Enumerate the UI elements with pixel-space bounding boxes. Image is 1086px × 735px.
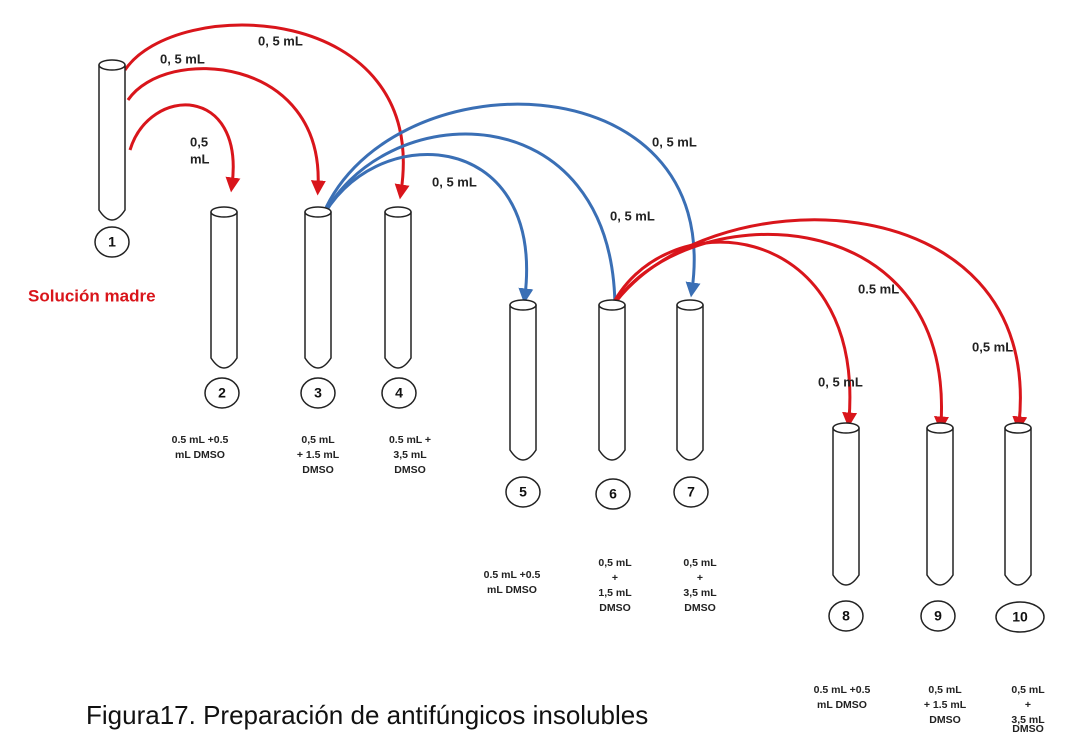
arrow-label: 0, 5 mL — [610, 208, 655, 223]
arrow — [318, 132, 623, 318]
tube-number: 9 — [934, 608, 942, 624]
arrow-label: 0, 5 mL — [818, 374, 863, 389]
tube-contents: + 1.5 mL — [297, 449, 340, 461]
tube-contents: + — [697, 572, 703, 584]
tube-number-circle — [995, 601, 1045, 633]
tube-number-circle — [204, 377, 240, 409]
tube-contents: 0,5 mL — [301, 434, 335, 446]
tube-contents: 3,5 mL — [393, 449, 427, 461]
tube-contents: DMSO — [684, 602, 716, 614]
tube-number-circle — [381, 377, 417, 409]
arrow — [126, 67, 326, 196]
tube-contents: + — [612, 572, 618, 584]
tube-number: 7 — [687, 484, 695, 500]
tube-number: 10 — [1012, 609, 1028, 625]
arrow-label: 0, 5 mL — [652, 134, 697, 149]
tube-number: 1 — [108, 234, 116, 250]
tube-number: 6 — [609, 486, 617, 502]
tube-mouth — [832, 422, 860, 434]
tube-contents: + 1.5 mL — [924, 699, 967, 711]
tube-contents: 3,5 mL — [683, 587, 717, 599]
tube-number-circle — [828, 600, 864, 632]
tube-number-circle — [505, 476, 541, 508]
tube-number: 4 — [395, 385, 403, 401]
tube-contents: 0.5 mL + — [389, 434, 431, 446]
tube-mouth — [384, 206, 412, 218]
tube-contents: DMSO — [1012, 723, 1044, 735]
tube-mouth — [98, 59, 126, 71]
tube — [384, 212, 412, 369]
arrow-label: 0, 5 mL — [258, 33, 303, 48]
tube-contents: 0,5 mL — [1011, 684, 1045, 696]
arrow — [318, 102, 701, 298]
tube-contents: 0,5 mL — [598, 557, 632, 569]
tube — [210, 212, 238, 369]
tube-contents: 0.5 mL +0.5 — [814, 684, 871, 696]
tube-number: 2 — [218, 385, 226, 401]
arrow — [128, 103, 241, 193]
tube-mouth — [1004, 422, 1032, 434]
source-label: Solución madre — [28, 286, 156, 305]
tube-contents: DMSO — [929, 714, 961, 726]
caption: Figura17. Preparación de antifúngicos in… — [86, 700, 648, 730]
tube-mouth — [926, 422, 954, 434]
tube-number-circle — [673, 476, 709, 508]
tube-mouth — [598, 299, 626, 311]
tube-contents: 0,5 mL — [683, 557, 717, 569]
tube-number-circle — [300, 377, 336, 409]
tube-mouth — [304, 206, 332, 218]
tube-number-circle — [920, 600, 956, 632]
tube-contents: mL DMSO — [817, 699, 867, 711]
arrow-label: 0,5 mL — [972, 339, 1013, 354]
arrow-label: mL — [190, 151, 210, 166]
tube-contents: DMSO — [599, 602, 631, 614]
tube-contents: DMSO — [394, 464, 426, 476]
tube — [676, 305, 704, 461]
tube-number: 5 — [519, 484, 527, 500]
arrow — [123, 23, 410, 200]
tube-mouth — [509, 299, 537, 311]
tube-contents: + — [1025, 699, 1031, 711]
tube-mouth — [210, 206, 238, 218]
tube — [598, 305, 626, 461]
arrow — [608, 240, 858, 428]
arrow-label: 0,5 — [190, 134, 208, 149]
tube-contents: 3,5 mL — [1011, 714, 1045, 726]
tube-contents: 0,5 mL — [928, 684, 962, 696]
tube — [509, 305, 537, 461]
arrow — [608, 218, 1028, 432]
arrow-label: 0.5 mL — [858, 281, 899, 296]
tube — [98, 65, 126, 221]
tube-number-circle — [595, 478, 631, 510]
tube-contents: 0.5 mL +0.5 — [484, 569, 541, 581]
tube-number: 3 — [314, 385, 322, 401]
tube-contents: 0.5 mL +0.5 — [172, 434, 229, 446]
tube — [1004, 428, 1032, 586]
tube-contents: mL DMSO — [175, 449, 225, 461]
tube — [832, 428, 860, 586]
tube-number: 8 — [842, 608, 850, 624]
tube-mouth — [676, 299, 704, 311]
tube-contents: DMSO — [302, 464, 334, 476]
tube-contents: mL DMSO — [487, 584, 537, 596]
tube — [304, 212, 332, 369]
arrow-label: 0, 5 mL — [432, 174, 477, 189]
tube-contents: 1,5 mL — [598, 587, 632, 599]
tube — [926, 428, 954, 586]
arrow-label: 0, 5 mL — [160, 51, 205, 66]
tube-number-circle — [94, 226, 130, 258]
arrow — [318, 153, 534, 304]
